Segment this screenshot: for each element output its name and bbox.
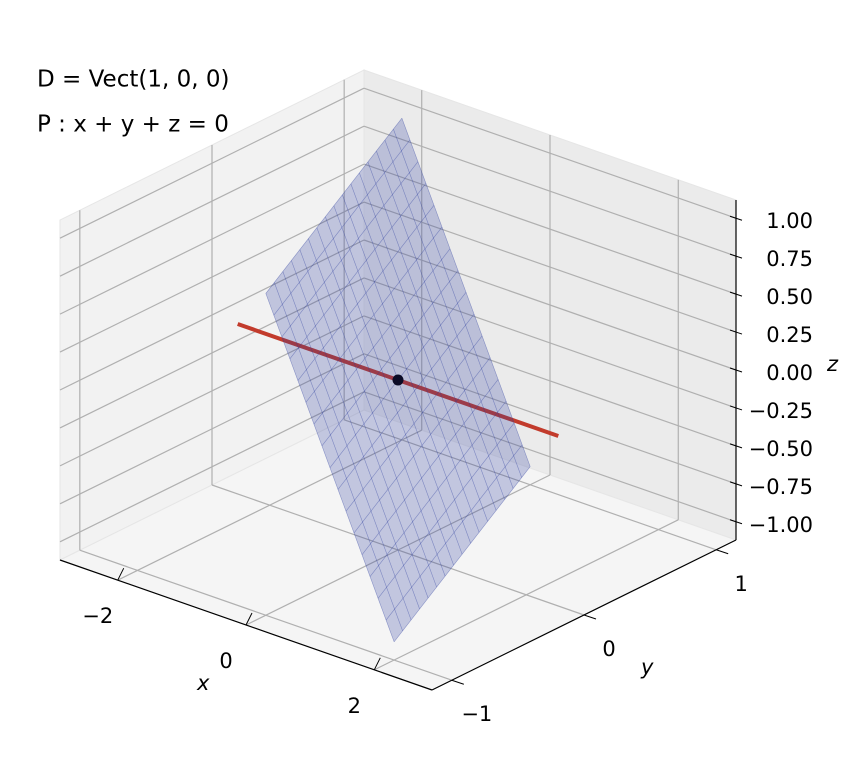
z-tick <box>729 253 743 259</box>
z-tick-label: 0.50 <box>766 285 813 309</box>
plane-mesh <box>325 216 454 566</box>
plane-mesh <box>350 183 480 533</box>
plane-mesh <box>265 117 403 294</box>
x-tick <box>117 567 125 581</box>
grid-line <box>363 201 737 333</box>
x-axis-label: x <box>196 671 210 695</box>
plane-mesh <box>361 379 499 555</box>
grid-line <box>211 484 585 616</box>
grid-line <box>59 125 365 277</box>
z-tick <box>729 481 743 487</box>
z-tick <box>729 215 743 221</box>
grid-line <box>343 419 717 551</box>
plane-mesh <box>273 139 411 316</box>
z-tick <box>729 519 743 525</box>
grid-line <box>59 201 365 353</box>
x-tick <box>245 612 253 626</box>
plane-mesh <box>282 271 412 621</box>
z-tick-label: 0.75 <box>766 247 813 271</box>
plane-mesh <box>359 172 488 522</box>
plane-mesh <box>337 313 475 490</box>
plane-mesh <box>289 183 427 359</box>
grid-line <box>363 239 737 371</box>
grid-line <box>59 87 365 239</box>
z-tick-label: 0.00 <box>766 361 813 385</box>
z-tick-label: 0.25 <box>766 323 813 347</box>
x-tick-label: 0 <box>219 649 232 673</box>
y-tick-label: 0 <box>602 637 615 661</box>
y-tick-label: 1 <box>734 572 747 596</box>
z-tick-label: −0.50 <box>749 437 813 461</box>
z-tick-label: −1.00 <box>749 513 813 537</box>
grid-line <box>363 277 737 409</box>
z-tick <box>729 367 743 373</box>
grid-line <box>59 277 365 429</box>
grid-line <box>59 391 365 543</box>
plane-mesh <box>299 249 429 599</box>
z-tick-label: −0.25 <box>749 399 813 423</box>
z-tick <box>729 405 743 411</box>
plane-mesh <box>313 248 451 425</box>
z-tick-label: −0.75 <box>749 475 813 499</box>
grid-line <box>363 353 737 485</box>
grid-line <box>363 315 737 447</box>
plane-mesh <box>316 227 446 577</box>
point <box>392 374 404 386</box>
plane-mesh <box>291 260 420 610</box>
plane-mesh <box>321 270 459 447</box>
plane-mesh <box>281 161 419 338</box>
grid-line <box>363 163 737 295</box>
y-axis-label: y <box>640 655 654 679</box>
plane-mesh <box>384 139 514 489</box>
y-tick-label: −1 <box>461 702 492 726</box>
z-tick-label: 1.00 <box>766 209 813 233</box>
z-tick <box>729 291 743 297</box>
grid-line <box>363 125 737 257</box>
grid-line <box>363 391 737 523</box>
plane-mesh <box>342 194 471 544</box>
plane-mesh <box>377 422 515 599</box>
z-tick <box>729 443 743 449</box>
grid-line <box>79 549 453 681</box>
legend-plane: P : x + y + z = 0 <box>37 112 229 138</box>
x-tick <box>373 657 381 671</box>
plane-mesh <box>367 161 497 511</box>
plane-mesh <box>297 205 435 381</box>
plane-mesh <box>308 238 437 588</box>
plane-mesh <box>369 401 507 577</box>
plane-mesh <box>385 444 523 621</box>
plane-mesh <box>353 357 491 534</box>
grid-line <box>59 239 365 391</box>
plane-mesh <box>393 129 522 478</box>
grid-line <box>59 163 365 315</box>
z-tick <box>729 329 743 335</box>
plane-mesh <box>305 226 443 403</box>
x-tick-label: 2 <box>348 694 361 718</box>
grid-line <box>59 353 365 505</box>
grid-line <box>363 87 737 219</box>
grid-line <box>59 315 365 467</box>
legend-line: D = Vect(1, 0, 0) <box>37 67 229 93</box>
y-tick <box>451 679 464 685</box>
x-tick-label: −2 <box>82 604 113 628</box>
plane-mesh <box>274 282 403 631</box>
plane-mesh <box>265 293 395 642</box>
plane-mesh <box>401 118 531 467</box>
z-axis-label: z <box>826 352 839 376</box>
plane-mesh <box>376 150 505 500</box>
plane-mesh <box>345 335 483 512</box>
y-tick <box>583 614 597 620</box>
plane-mesh <box>393 466 531 643</box>
y-tick <box>716 549 729 555</box>
